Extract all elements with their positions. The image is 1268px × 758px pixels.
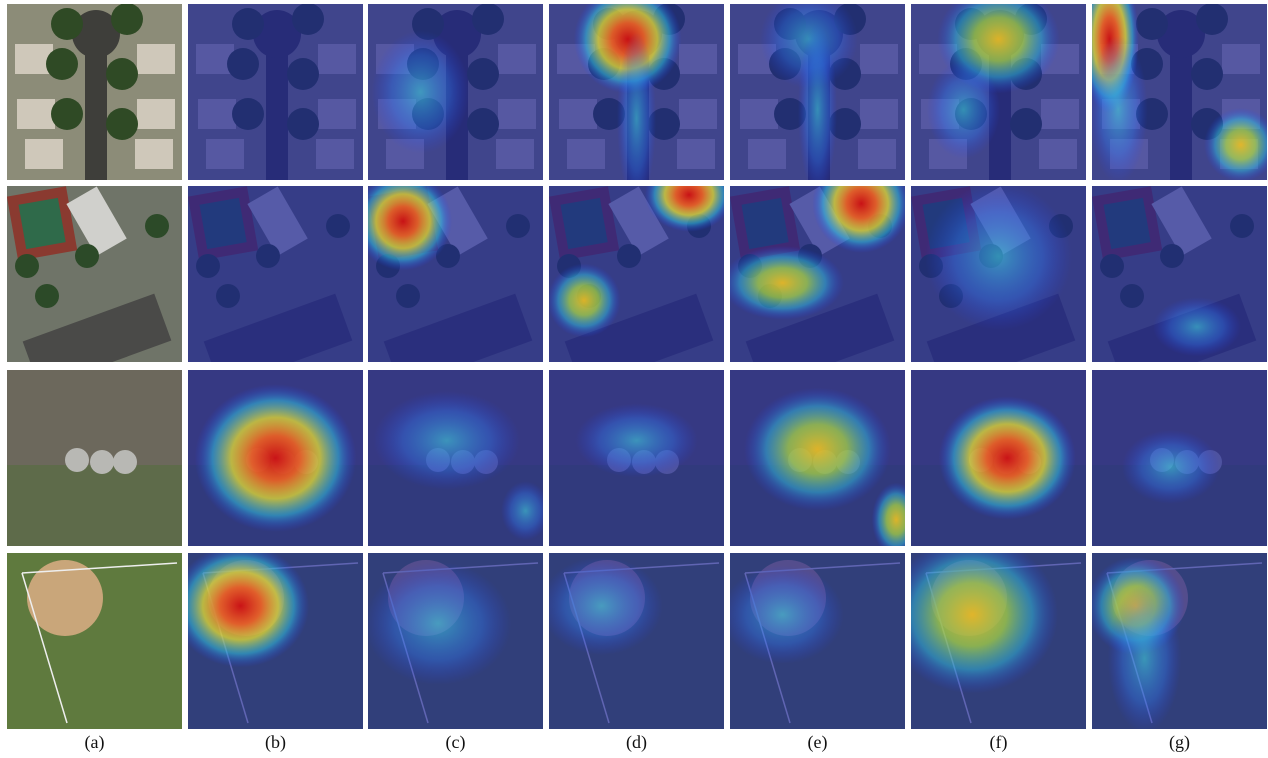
building (137, 99, 175, 129)
heatmap-image (365, 553, 544, 729)
heat-blob (798, 23, 837, 195)
heat-blob (1122, 430, 1220, 504)
aerial-image (7, 370, 182, 546)
tree (35, 284, 59, 308)
tank (65, 448, 89, 472)
field (7, 465, 182, 546)
heatmap-image (1080, 0, 1268, 184)
heat-blob (1108, 585, 1182, 733)
tree (106, 58, 138, 90)
heat-blob (939, 396, 1076, 519)
heatmap-image (188, 3, 363, 180)
tree (51, 8, 83, 40)
column-label: (b) (265, 732, 286, 753)
heatmap-image (721, 154, 910, 388)
heatmap-image (188, 186, 363, 388)
heatmap-image (549, 0, 724, 205)
heatmap-image (354, 172, 543, 389)
building (137, 44, 175, 74)
heat-blob (575, 403, 698, 477)
heat-blob (172, 544, 309, 667)
heat-blob (501, 481, 550, 540)
heatmap-image (1092, 370, 1267, 546)
overlay (188, 4, 363, 180)
heat-blob (354, 172, 452, 271)
figure: (a) (b) (c) (d) (e) (f) (g) (0, 0, 1268, 758)
heatmap-image (721, 553, 905, 729)
heatmap-image (547, 158, 733, 389)
heat-blob (547, 263, 621, 337)
tree (106, 108, 138, 140)
heat-blob (925, 182, 1072, 330)
heat-blob (744, 388, 891, 511)
heatmap-image (188, 370, 363, 546)
heat-blob (721, 246, 844, 320)
building (17, 99, 55, 129)
tree (46, 48, 78, 80)
building (25, 139, 63, 169)
heat-blob (365, 562, 512, 685)
heat-blob (721, 565, 844, 664)
aerial-image (7, 553, 182, 729)
tree (111, 3, 143, 35)
heat-blob (372, 30, 470, 153)
tree (145, 214, 169, 238)
column-label: (e) (808, 732, 828, 753)
heat-blob (887, 536, 1059, 694)
heat-blob (617, 32, 656, 204)
overlay (188, 186, 363, 362)
heat-blob (195, 384, 357, 532)
heatmap-image (172, 544, 363, 729)
aerial-image (7, 186, 182, 388)
heat-blob (373, 391, 520, 490)
aerial-image (7, 3, 182, 180)
heat-blob (540, 557, 663, 656)
court-inner (18, 198, 65, 249)
heatmap-image (1087, 553, 1267, 733)
column-label: (f) (990, 732, 1008, 753)
heatmap-image (730, 0, 905, 196)
heatmap-image (911, 370, 1086, 546)
building (135, 139, 173, 169)
heatmap-image (911, 182, 1086, 388)
column-label: (g) (1169, 732, 1190, 753)
heatmap-image (540, 553, 724, 729)
tree (15, 254, 39, 278)
heatmap-image (549, 370, 724, 546)
column-label: (d) (626, 732, 647, 753)
column-label: (c) (446, 732, 466, 753)
tank (90, 450, 114, 474)
heatmap-image (911, 0, 1086, 180)
heatmap-image (368, 3, 543, 180)
heatmap-image (730, 370, 921, 557)
heat-blob (1153, 297, 1241, 356)
tree (75, 244, 99, 268)
tank (113, 450, 137, 474)
heatmap-image (368, 370, 550, 546)
tree (51, 98, 83, 130)
heat-blob (927, 60, 1001, 159)
heat-blob (1089, 36, 1148, 184)
heatmap-image (1092, 186, 1267, 388)
heatmap-image (887, 536, 1087, 729)
column-label: (a) (85, 732, 105, 753)
